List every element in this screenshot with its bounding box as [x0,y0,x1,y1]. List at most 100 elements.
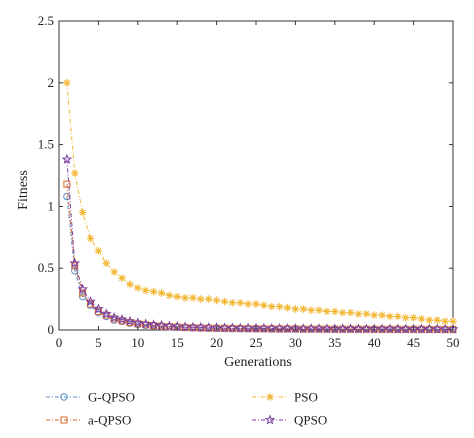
x-tick-label: 35 [328,335,341,350]
x-tick-label: 40 [368,335,381,350]
plot-area [58,20,454,331]
data-point-pso [260,301,268,310]
data-point-qpso [69,257,81,268]
data-point-pso [362,310,371,318]
data-point-qpso [77,283,88,294]
data-point-pso [354,310,363,318]
data-point-pso [126,280,134,289]
data-point-a-qpso [197,324,205,332]
legend: G-QPSO a-QPSO PSO QPSO [46,390,327,428]
legend-marker [264,414,276,425]
legend-label: G-QPSO [88,390,135,405]
data-point-qpso [132,317,144,328]
data-point-pso [433,316,442,324]
legend-label: a-QPSO [88,413,131,428]
x-tick-label: 10 [131,335,144,350]
x-tick-label: 20 [210,335,223,350]
data-point-a-qpso [71,262,79,270]
data-point-qpso [305,323,317,334]
legend-label: QPSO [294,413,327,428]
data-point-pso [378,311,386,319]
data-point-qpso [337,323,348,334]
data-point-pso [315,306,323,315]
data-point-qpso [361,323,372,334]
data-point-a-qpso [315,325,323,333]
x-tick-label: 5 [95,335,102,350]
data-point-qpso [282,323,293,334]
data-point-qpso [85,295,96,307]
y-tick-label: 2.5 [38,13,54,28]
x-tick-label: 50 [447,335,460,350]
data-point-qpso [447,323,459,334]
data-point-a-qpso [252,325,260,333]
data-point-pso [275,302,284,311]
legend-item-a-qpso: a-QPSO [46,413,131,428]
data-point-a-qpso [142,321,150,329]
data-point-qpso [108,312,120,323]
data-point-a-qpso [102,311,110,319]
data-point-qpso [392,323,404,334]
data-point-pso [110,268,118,276]
data-point-pso [386,312,394,321]
data-point-pso [323,307,331,316]
data-point-pso [338,308,347,317]
data-point-qpso [329,323,341,334]
data-point-qpso [93,303,104,314]
data-point-pso [283,303,292,312]
data-point-pso [118,274,126,282]
data-point-a-qpso [378,325,386,333]
data-point-pso [370,311,378,319]
data-point-pso [346,308,355,317]
data-point-qpso [353,323,364,334]
data-point-pso [267,302,276,311]
x-tick-label: 15 [171,335,184,350]
data-point-qpso [439,323,451,334]
data-point-pso [181,294,189,302]
legend-marker [60,416,68,424]
y-tick-label: 1 [48,198,55,213]
data-point-pso [157,289,166,297]
data-point-qpso [124,315,136,326]
data-point-qpso [321,323,333,334]
data-point-qpso [61,153,73,164]
data-point-qpso [368,323,380,334]
data-point-pso [102,259,111,268]
x-axis-label: Generations [224,355,292,370]
y-tick-label: 0.5 [38,260,54,275]
data-point-a-qpso [260,325,268,333]
plot-frame [58,20,454,331]
data-point-pso [189,294,197,302]
series-line-pso [66,82,453,322]
x-tick-label: 45 [407,335,420,350]
data-point-pso [417,315,426,323]
data-point-qpso [424,323,435,334]
data-point-a-qpso [110,315,118,323]
data-point-pso [212,296,221,305]
data-point-a-qpso [173,323,181,331]
data-point-qpso [156,319,167,331]
data-point-qpso [250,322,262,333]
data-point-pso [236,299,245,307]
series-pso [63,79,457,326]
y-axis-label: Fitness [16,170,31,210]
data-point-pso [63,79,71,87]
data-point-qpso [140,318,151,329]
data-point-pso [141,286,150,295]
data-point-pso [165,291,174,300]
data-point-pso [291,305,300,313]
data-point-a-qpso [165,323,173,331]
x-tick-label: 0 [56,335,63,350]
data-point-a-qpso [118,317,126,325]
data-point-pso [134,284,142,292]
y-tick-label: 2 [48,75,55,90]
data-point-pso [394,312,402,321]
data-point-pso [220,297,229,306]
legend-item-g-qpso: G-QPSO [46,390,135,405]
data-point-qpso [100,308,112,319]
legend-marker [60,393,68,401]
data-point-a-qpso [126,319,134,327]
data-point-qpso [408,323,419,334]
legend-marker [266,393,274,401]
data-point-pso [228,299,237,307]
data-point-pso [149,287,158,296]
